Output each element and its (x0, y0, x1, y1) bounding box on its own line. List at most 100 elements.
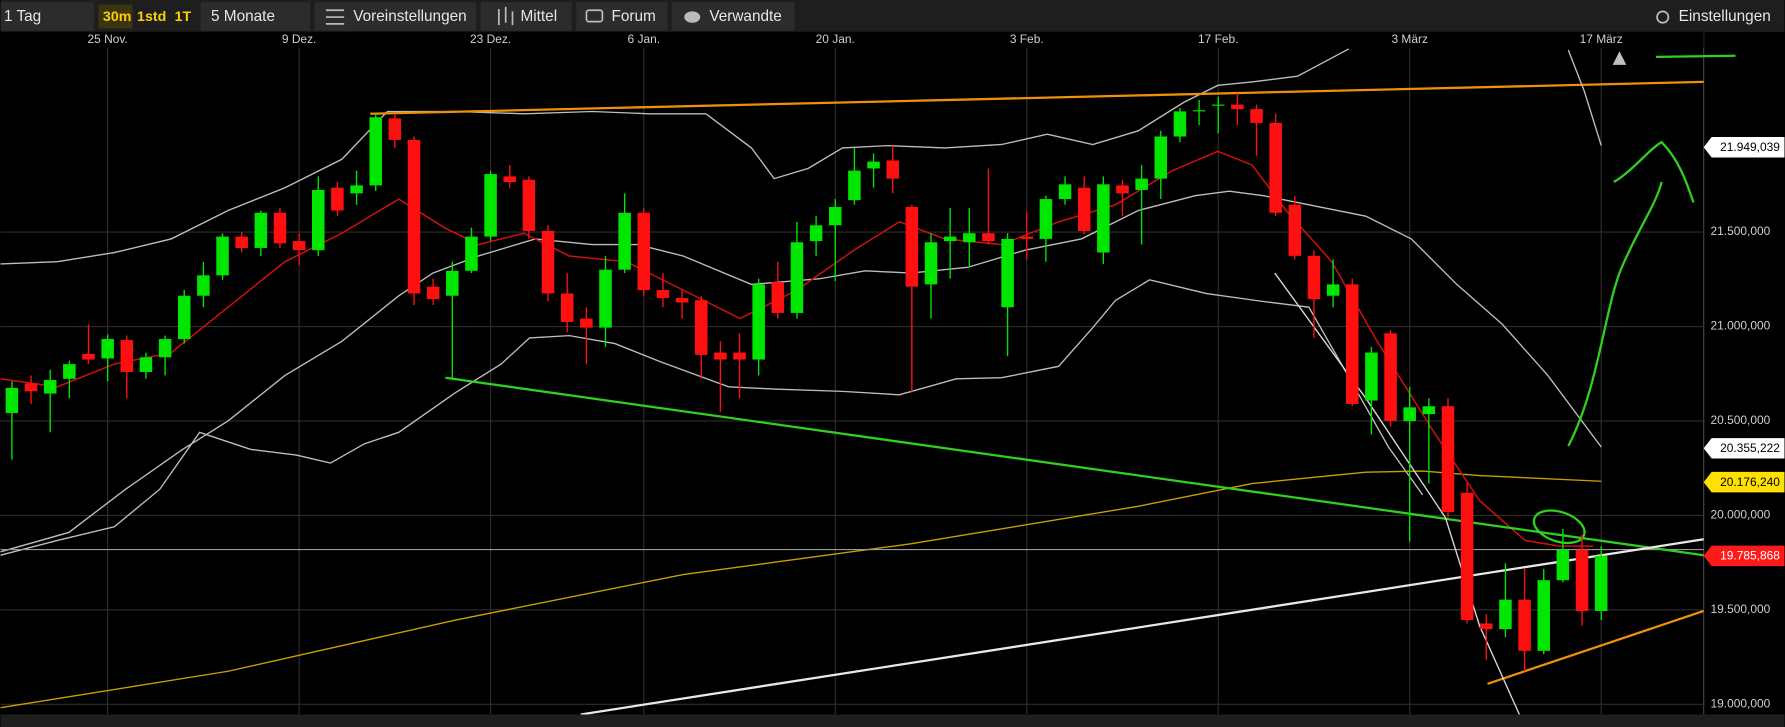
range[interactable]: 1 Tag (4, 8, 41, 25)
price-label: 20.355,222 (1720, 441, 1780, 455)
candle-body (522, 179, 536, 231)
candle-body (714, 352, 727, 360)
candle-body (1441, 406, 1455, 513)
candle-body (1518, 599, 1531, 651)
candle-body (254, 212, 268, 248)
moving-average-200 (0, 470, 1602, 709)
candle-body (1097, 184, 1110, 253)
candle-body (273, 212, 287, 244)
interval[interactable]: 1T (175, 9, 192, 25)
candle-body (1077, 187, 1091, 231)
drawn-arrow (1567, 181, 1663, 447)
price-label: 19.785,868 (1720, 549, 1780, 563)
trend-line (580, 538, 1704, 716)
candle-body (1556, 549, 1570, 581)
bollinger-middle (0, 190, 1602, 553)
candle-body (1326, 284, 1340, 296)
candle-body (1250, 109, 1263, 123)
candle-body (1365, 352, 1378, 401)
candle-body (905, 206, 919, 287)
drawn-line (1274, 272, 1521, 715)
axis-labels: 19.000,000 19.500,000 20.000,000 20.500,000… (0, 31, 1785, 710)
candle-body (292, 241, 306, 251)
date-axis-bg (0, 31, 1704, 48)
candle-body (446, 270, 459, 296)
range-dropdown[interactable] (0, 2, 94, 31)
trend-line (1487, 609, 1705, 685)
price-label-box (1703, 137, 1785, 158)
moving-average-short (0, 150, 1594, 547)
x-tick-label: 3 März (1391, 32, 1428, 46)
bottom-bar (0, 714, 1785, 727)
related-icon (684, 11, 701, 23)
candle-body (1307, 255, 1321, 300)
x-tick-label: 6 Jan. (628, 32, 661, 46)
candle-body (426, 286, 440, 300)
drawn-line (1567, 49, 1602, 146)
candle-body (43, 379, 57, 394)
settings-button[interactable]: Einstellungen (1679, 8, 1771, 25)
candle-body (1116, 185, 1129, 194)
candle-body (1269, 122, 1282, 213)
candle-body (350, 185, 363, 194)
y-tick-label: 21.000,000 (1711, 319, 1771, 333)
candle-body (599, 269, 612, 328)
y-tick-label: 19.500,000 (1711, 602, 1771, 616)
candle-body (560, 293, 574, 322)
x-tick-label: 17 März (1580, 32, 1623, 46)
candle-body (1001, 238, 1014, 308)
price-label-box (1703, 545, 1785, 567)
candle-body (1288, 204, 1302, 256)
x-tick-label: 3 Feb. (1010, 32, 1044, 46)
price-label-box (1703, 438, 1785, 459)
candle-body (1575, 549, 1589, 611)
candle-body (733, 352, 746, 360)
candle-body (388, 118, 402, 140)
candle-body (484, 174, 497, 237)
candle-body (637, 212, 651, 291)
interval[interactable]: 30m (103, 9, 131, 25)
interval[interactable]: 1std (137, 9, 166, 25)
candle-body (465, 236, 478, 271)
toolbar-button[interactable]: Forum (611, 8, 655, 25)
price-label: 20.176,240 (1720, 475, 1780, 489)
x-tick-label: 17 Feb. (1198, 32, 1238, 46)
candle-body (369, 117, 382, 186)
candle-body (120, 340, 134, 373)
drawn-ellipse (1532, 509, 1586, 545)
candle-body (809, 225, 823, 242)
y-tick-label: 20.500,000 (1711, 413, 1771, 427)
period-dropdown[interactable] (200, 2, 310, 31)
candle-body (1020, 236, 1033, 239)
candle-body (848, 170, 861, 201)
button-bg[interactable] (480, 2, 572, 31)
candle-body (675, 297, 689, 303)
candle-body (1135, 178, 1148, 190)
toolbar: 1 Tag 30m 1std 1T 5 Monate Voreinstellun… (0, 0, 1785, 32)
candle-body (752, 284, 765, 360)
candle-body (1345, 284, 1359, 404)
candle-body (1231, 104, 1244, 110)
candle-body (139, 357, 153, 373)
overlays (0, 48, 1736, 716)
toolbar-button[interactable]: Mittel (520, 8, 557, 25)
forum-icon (585, 9, 604, 23)
x-tick-label: 23 Dez. (470, 32, 511, 46)
period[interactable]: 5 Monate (211, 8, 275, 25)
price-label: 21.949,039 (1720, 140, 1780, 154)
candle-body (886, 160, 899, 179)
toolbar-button[interactable]: Verwandte (709, 8, 782, 25)
button-bg[interactable] (576, 2, 668, 31)
candle-body (541, 230, 555, 294)
toolbar-button[interactable]: Voreinstellungen (353, 8, 466, 25)
candle-body (177, 295, 191, 339)
drawn-line (1655, 54, 1736, 59)
interval-button[interactable] (98, 4, 133, 29)
candle-body (312, 189, 325, 251)
bollinger-lower (0, 279, 1424, 556)
candle-body (1594, 555, 1608, 611)
candle-body (1173, 111, 1187, 137)
